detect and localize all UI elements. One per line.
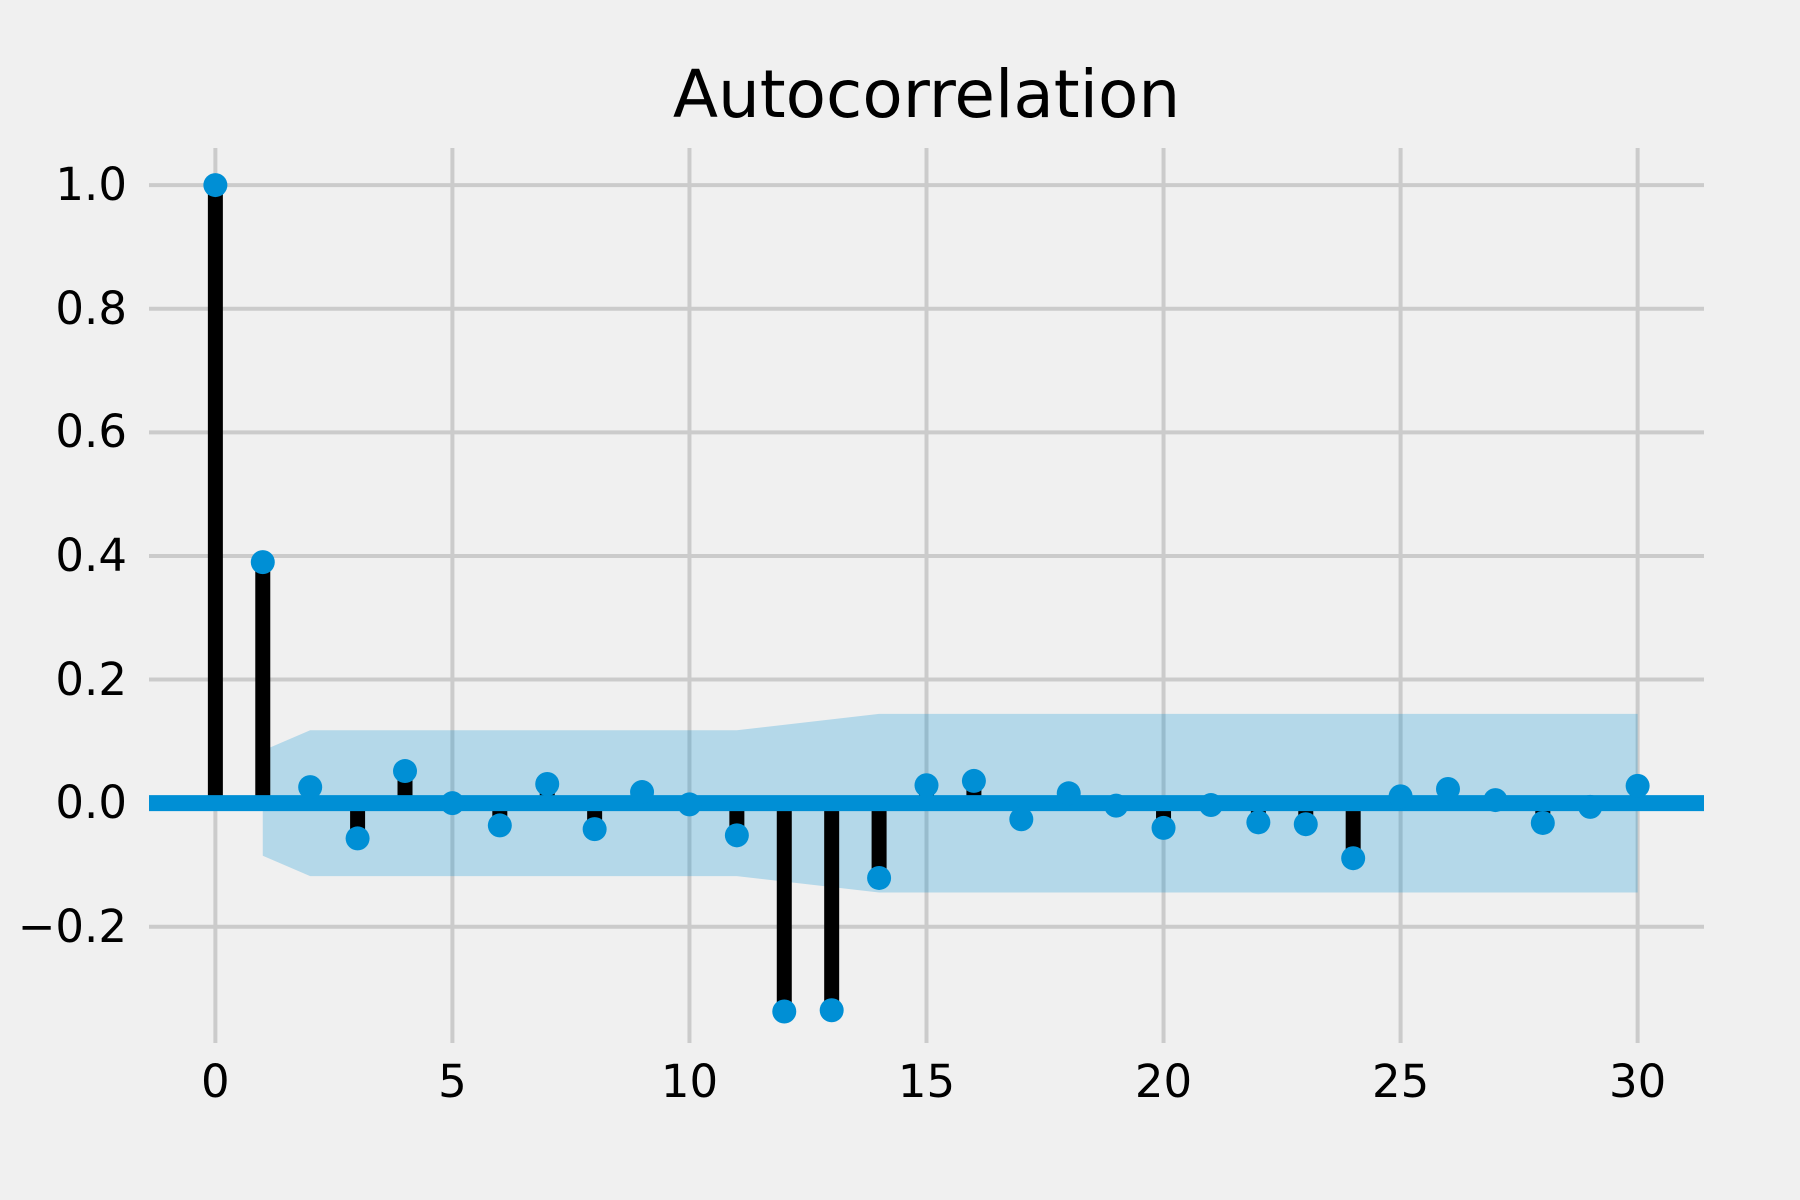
acf-marker (203, 173, 228, 198)
acf-marker (630, 780, 655, 805)
y-axis-tick-label: 1.0 (55, 158, 127, 212)
marker-layer (203, 173, 1650, 1024)
acf-marker (440, 791, 465, 816)
acf-marker (1341, 846, 1366, 871)
chart-title: Autocorrelation (672, 56, 1181, 133)
acf-marker (1388, 784, 1413, 809)
acf-marker (345, 826, 370, 851)
x-axis-tick-label: 25 (1371, 1055, 1430, 1108)
x-axis-tick-label: 10 (660, 1055, 719, 1108)
acf-marker (1056, 781, 1081, 806)
acf-marker (1483, 788, 1508, 813)
y-axis-tick-label: 0.2 (55, 652, 127, 706)
y-axis-tick-label: −0.2 (17, 899, 127, 953)
acf-marker (1578, 794, 1603, 819)
x-axis-tick-label: 0 (201, 1055, 230, 1108)
acf-marker (1435, 776, 1460, 801)
x-axis-tick-label: 30 (1608, 1055, 1667, 1108)
y-axis-tick-label: 0.0 (55, 776, 127, 830)
acf-marker (961, 768, 986, 793)
acf-marker (1530, 810, 1555, 835)
x-axis-tick-label: 20 (1134, 1055, 1193, 1108)
acf-marker (250, 550, 275, 575)
acf-marker (298, 775, 323, 800)
acf-marker (535, 772, 560, 797)
acf-marker (914, 773, 939, 798)
acf-marker (1625, 773, 1650, 798)
acf-marker (1009, 807, 1034, 832)
acf-marker (867, 865, 892, 890)
y-axis-tick-label: 0.6 (55, 405, 127, 459)
acf-marker (1198, 793, 1223, 818)
x-axis-tick-label: 15 (897, 1055, 956, 1108)
acf-marker (677, 792, 702, 817)
grid-layer (149, 148, 1704, 1043)
x-axis-tick-label: 5 (438, 1055, 467, 1108)
acf-marker (819, 998, 844, 1023)
acf-marker (393, 759, 418, 784)
y-axis-tick-label: 0.4 (55, 528, 127, 582)
y-axis-tick-label: 0.8 (55, 281, 127, 335)
acf-marker (772, 999, 797, 1024)
acf-marker (582, 817, 607, 842)
acf-marker (1104, 793, 1129, 818)
acf-marker (724, 823, 749, 848)
acf-marker (1151, 815, 1176, 840)
acf-marker (1293, 812, 1318, 837)
acf-marker (1246, 810, 1271, 835)
acf-marker (487, 813, 512, 838)
